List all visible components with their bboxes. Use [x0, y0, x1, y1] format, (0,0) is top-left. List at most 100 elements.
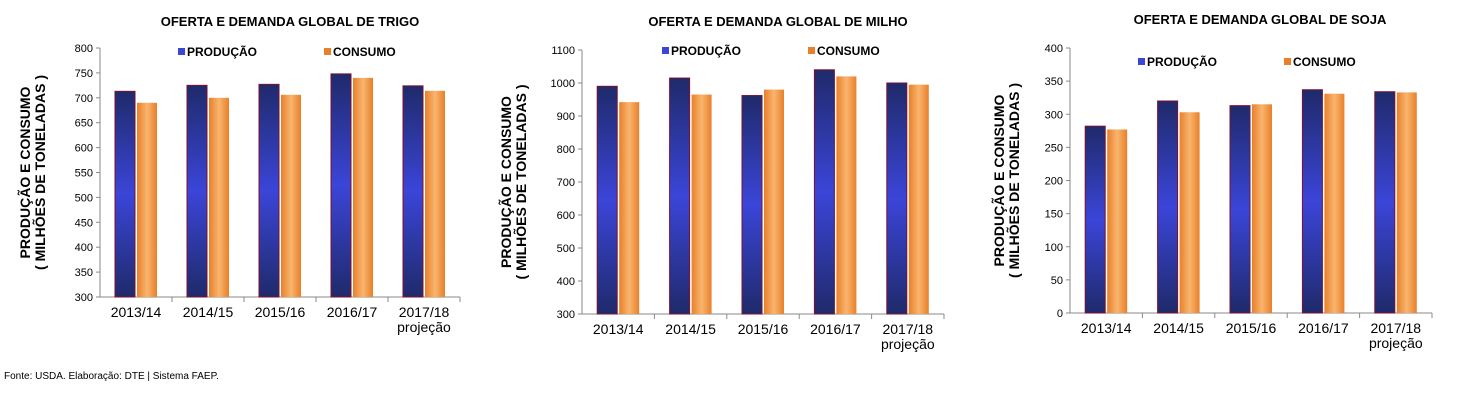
bar-consumo — [764, 89, 784, 314]
y-axis-label-line2: ( MILHÕES DE TONELADAS ) — [31, 75, 48, 270]
bar-producao — [669, 77, 691, 315]
legend-swatch — [1284, 58, 1291, 65]
bar-consumo — [137, 102, 157, 297]
bar-consumo — [619, 102, 640, 314]
bar-producao — [1374, 91, 1396, 314]
y-tick-label: 650 — [75, 118, 93, 130]
chart-title: OFERTA E DEMANDA GLOBAL DE SOJA — [1134, 12, 1387, 27]
bar-consumo — [1252, 104, 1272, 313]
x-tick-label: 2014/15 — [1153, 320, 1204, 336]
bar-consumo — [425, 90, 445, 297]
x-tick-label: 2017/18 — [882, 321, 933, 337]
x-tick-label: 2017/18 — [1370, 320, 1421, 336]
y-axis-label-line1: PRODUÇÃO E CONSUMO — [497, 96, 514, 268]
bar-producao — [1157, 100, 1179, 314]
y-tick-label: 0 — [1057, 308, 1063, 320]
bar-consumo — [1179, 112, 1200, 313]
bar-consumo — [1396, 92, 1417, 313]
bar-consumo — [836, 76, 857, 315]
y-tick-label: 700 — [557, 177, 575, 189]
legend-swatch — [324, 48, 331, 55]
legend-label: CONSUMO — [817, 44, 880, 58]
bar-producao — [330, 73, 352, 298]
y-tick-label: 550 — [75, 168, 93, 180]
bar-producao — [186, 84, 208, 298]
bar-consumo — [281, 94, 301, 297]
y-tick-label: 1100 — [551, 45, 575, 57]
y-tick-label: 50 — [1051, 275, 1063, 287]
y-axis-label-line1: PRODUÇÃO E CONSUMO — [16, 86, 33, 258]
bar-consumo — [1324, 93, 1345, 314]
chart-title: OFERTA E DEMANDA GLOBAL DE MILHO — [648, 14, 907, 29]
bar-producao — [1229, 105, 1251, 314]
legend-swatch — [808, 47, 815, 54]
y-tick-label: 1000 — [551, 78, 575, 90]
x-tick-label: 2017/18 — [399, 304, 450, 320]
legend-label: PRODUÇÃO — [1147, 54, 1217, 69]
x-tick-label: 2013/14 — [1081, 320, 1132, 336]
y-tick-label: 600 — [75, 143, 93, 155]
legend-label: CONSUMO — [333, 45, 396, 59]
x-tick-label: 2016/17 — [810, 321, 861, 337]
bar-producao — [402, 85, 424, 298]
y-tick-label: 700 — [75, 93, 93, 105]
y-axis-label-line2: ( MILHÕES DE TONELADAS ) — [1005, 83, 1022, 278]
legend-swatch — [662, 47, 669, 54]
x-tick-label: projeção — [1369, 335, 1423, 351]
chart-panel-2: OFERTA E DEMANDA GLOBAL DE MILHO 300 400 50… — [497, 14, 945, 352]
x-tick-label: 2015/16 — [1226, 320, 1277, 336]
bar-consumo — [1107, 129, 1128, 313]
bar-producao — [741, 95, 763, 315]
y-tick-label: 400 — [75, 242, 93, 254]
chart-title: OFERTA E DEMANDA GLOBAL DE TRIGO — [161, 14, 420, 29]
x-tick-label: 2013/14 — [593, 321, 644, 337]
y-tick-label: 100 — [1045, 242, 1063, 254]
y-axis-label-line1: PRODUÇÃO E CONSUMO — [990, 94, 1007, 266]
y-tick-label: 450 — [75, 217, 93, 229]
bar-producao — [258, 83, 280, 298]
y-tick-label: 800 — [557, 144, 575, 156]
x-tick-label: projeção — [881, 336, 935, 352]
y-tick-label: 800 — [75, 43, 93, 55]
bar-consumo — [691, 94, 712, 314]
x-tick-label: projeção — [397, 319, 451, 335]
legend-swatch — [1138, 58, 1145, 65]
bar-consumo — [209, 97, 229, 297]
chart-panel-1: OFERTA E DEMANDA GLOBAL DE TRIGO 300 350 40… — [16, 14, 461, 335]
x-tick-label: 2013/14 — [111, 304, 162, 320]
y-tick-label: 300 — [1045, 109, 1063, 121]
bar-consumo — [353, 77, 373, 297]
chart-panel-3: OFERTA E DEMANDA GLOBAL DE SOJA 0 50 100 150… — [990, 12, 1433, 351]
x-tick-label: 2014/15 — [665, 321, 716, 337]
bar-producao — [886, 82, 908, 315]
y-tick-label: 400 — [557, 276, 575, 288]
y-tick-label: 500 — [557, 243, 575, 255]
y-tick-label: 250 — [1045, 142, 1063, 154]
legend-label: PRODUÇÃO — [671, 43, 741, 58]
x-tick-label: 2016/17 — [327, 304, 378, 320]
y-tick-label: 350 — [1045, 76, 1063, 88]
y-tick-label: 300 — [557, 309, 575, 321]
source-note: Fonte: USDA. Elaboração: DTE | Sistema F… — [4, 371, 219, 382]
bar-producao — [114, 90, 136, 298]
bar-producao — [1084, 125, 1106, 314]
y-tick-label: 900 — [557, 111, 575, 123]
y-tick-label: 200 — [1045, 176, 1063, 188]
x-tick-label: 2015/16 — [738, 321, 789, 337]
x-tick-label: 2015/16 — [255, 304, 306, 320]
x-tick-label: 2014/15 — [183, 304, 234, 320]
bar-consumo — [908, 84, 929, 315]
y-tick-label: 750 — [75, 68, 93, 80]
y-tick-label: 600 — [557, 210, 575, 222]
bar-producao — [596, 85, 618, 315]
y-tick-label: 500 — [75, 192, 93, 204]
legend-swatch — [178, 48, 185, 55]
bar-producao — [813, 69, 835, 315]
x-tick-label: 2016/17 — [1298, 320, 1349, 336]
legend-label: PRODUÇÃO — [187, 44, 257, 59]
y-axis-label-line2: ( MILHÕES DE TONELADAS ) — [512, 85, 529, 280]
y-tick-label: 150 — [1045, 209, 1063, 221]
y-tick-label: 300 — [75, 292, 93, 304]
y-tick-label: 400 — [1045, 43, 1063, 55]
